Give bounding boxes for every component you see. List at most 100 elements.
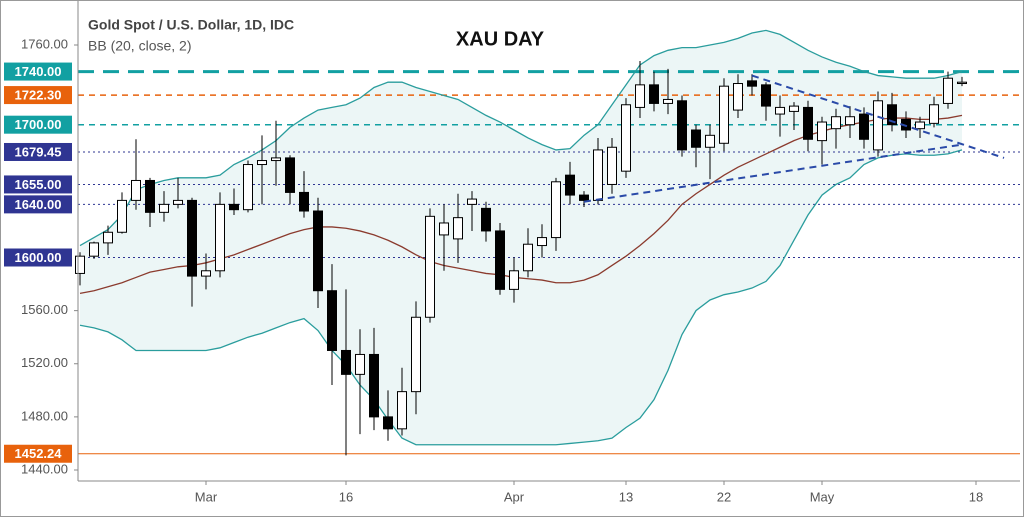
x-tick-label: May [810, 489, 835, 504]
candle-body [887, 104, 897, 126]
indicator: BB (20, close, 2) [88, 38, 192, 54]
level-label-box [4, 62, 72, 81]
y-tick-label: 1760.00 [21, 36, 68, 51]
level-label: 1452.24 [15, 446, 63, 461]
candle-body [957, 81, 967, 85]
candle-body [299, 191, 309, 212]
level-label: 1655.00 [15, 177, 62, 192]
bb-lower [79, 149, 963, 446]
y-tick-label: 1440.00 [21, 461, 68, 476]
candle-body [859, 113, 869, 140]
candle-body [565, 174, 575, 196]
candle-body [649, 84, 659, 104]
candle-body [383, 416, 393, 430]
x-tick-label: Apr [504, 489, 525, 504]
candle-body [733, 83, 743, 111]
candle-body [845, 116, 855, 126]
annotations: 1740.00 1722.30 1700.00 1679.45 1655.00 1640.… [4, 62, 1005, 463]
candle-body [103, 231, 113, 244]
candle-body [481, 207, 491, 232]
y-tick-label: 1520.00 [21, 355, 68, 370]
candle-body [173, 199, 183, 205]
candle-body [75, 255, 85, 274]
x-tick-label: 22 [717, 489, 731, 504]
candle-body [495, 230, 505, 290]
candle-body [705, 134, 715, 148]
level-label: 1722.30 [15, 88, 62, 103]
candle-body [453, 217, 463, 240]
candle-body [915, 121, 925, 130]
candle-body [593, 149, 603, 201]
candle-body [355, 353, 365, 375]
candle-body [229, 203, 239, 211]
candle-body [677, 100, 687, 151]
level-label-box [4, 86, 72, 105]
candle-body [551, 181, 561, 239]
trendline [751, 74, 1005, 159]
plot-area [75, 29, 1020, 456]
candle-body [509, 270, 519, 290]
candle-body [873, 100, 883, 151]
candle-body [89, 242, 99, 257]
x-tick-label: 13 [619, 489, 633, 504]
level-label-box [4, 195, 72, 214]
candle-body [411, 316, 421, 393]
candle-body [943, 77, 953, 104]
candle-body [607, 146, 617, 185]
level-label-box [4, 175, 72, 194]
level-label: 1640.00 [15, 197, 62, 212]
candle-body [145, 179, 155, 213]
candle-body [929, 104, 939, 124]
y-tick-label: 1480.00 [21, 408, 68, 423]
chart-title: XAU DAY [456, 28, 545, 50]
candle-body [467, 198, 477, 205]
candle-body [327, 290, 337, 351]
y-tick-label: 1560.00 [21, 302, 68, 317]
candle-body [789, 105, 799, 112]
level-label-box [4, 248, 72, 267]
candle-body [215, 203, 225, 272]
candle-body [271, 157, 281, 162]
candle-body [439, 222, 449, 236]
trendline [583, 143, 963, 203]
candle-body [775, 106, 785, 115]
candle-body [131, 179, 141, 201]
candle-body [117, 199, 127, 233]
candle-body [817, 121, 827, 142]
x-tick-label: 16 [339, 489, 353, 504]
level-label-box [4, 115, 72, 134]
level-label: 1679.45 [15, 144, 62, 159]
candle-body [257, 160, 267, 166]
level-label: 1740.00 [15, 64, 62, 79]
x-tick-label: 18 [969, 489, 983, 504]
level-label-box [4, 444, 72, 463]
candle-body [285, 157, 295, 193]
level-label-box [4, 142, 72, 161]
candle-body [425, 215, 435, 318]
candle-body [369, 353, 379, 418]
candle-body [761, 84, 771, 107]
candle-body [341, 349, 351, 375]
candle-body [831, 116, 841, 130]
candle-body [803, 106, 813, 140]
candle-body [523, 243, 533, 272]
candle-body [621, 104, 631, 172]
candle-body [747, 80, 757, 87]
candle-body [719, 85, 729, 144]
candle-body [691, 129, 701, 148]
bb-basis [79, 114, 963, 294]
candle-body [579, 194, 589, 201]
candle-body [243, 164, 253, 211]
x-tick-label: Mar [195, 489, 218, 504]
band-fill [80, 30, 962, 445]
bb-upper [79, 29, 963, 247]
candle-body [313, 210, 323, 292]
level-label: 1600.00 [15, 250, 62, 265]
candle-body [187, 199, 197, 277]
candle-body [159, 203, 169, 213]
level-label: 1700.00 [15, 117, 62, 132]
candle-body [635, 84, 645, 108]
candle-body [663, 98, 673, 104]
